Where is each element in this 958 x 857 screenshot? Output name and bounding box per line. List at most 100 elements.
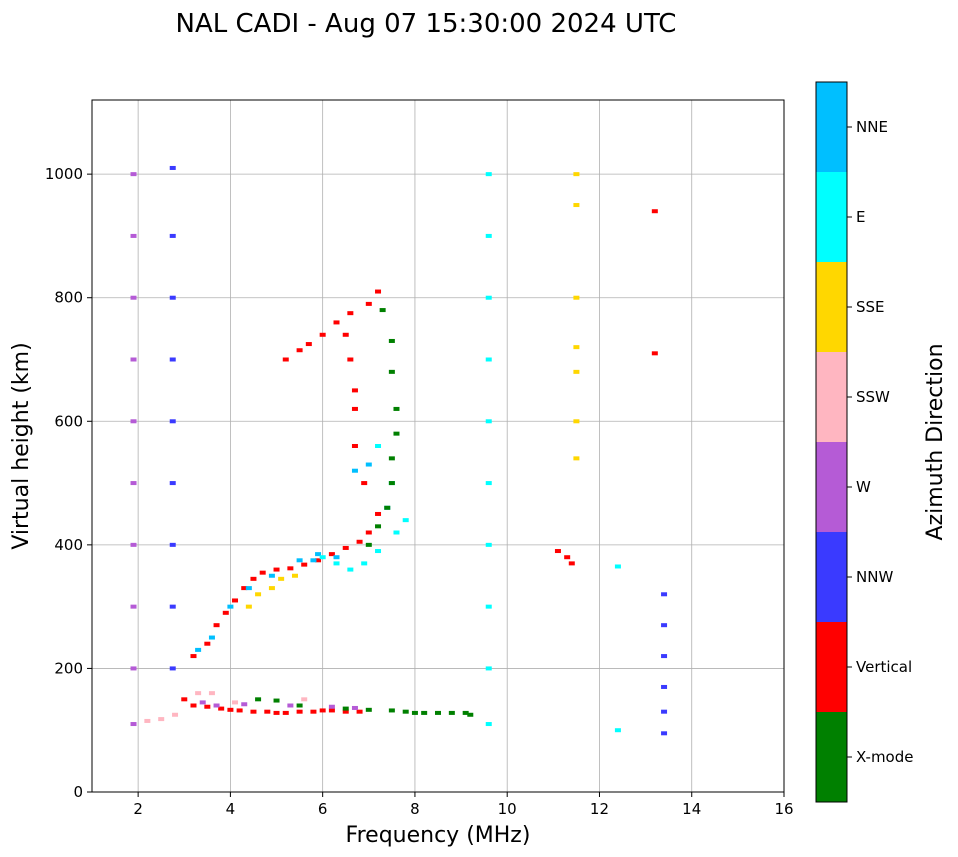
colorbar-segment	[816, 622, 847, 712]
data-point	[169, 666, 176, 671]
series-0	[181, 697, 363, 715]
data-point	[296, 558, 303, 563]
data-point	[315, 552, 322, 557]
data-point	[375, 549, 382, 554]
data-point	[351, 444, 358, 448]
data-point	[310, 709, 317, 714]
data-point	[232, 598, 239, 603]
series-8	[365, 308, 400, 547]
data-point	[351, 468, 358, 473]
data-point	[208, 635, 215, 640]
data-point	[296, 348, 303, 353]
data-point	[319, 708, 326, 713]
data-point	[351, 406, 358, 411]
x-tick-label: 10	[498, 800, 517, 818]
x-tick-label: 4	[226, 800, 236, 818]
colorbar-label: Azimuth Direction	[923, 343, 948, 540]
data-point	[485, 481, 492, 486]
data-point	[375, 444, 382, 448]
data-point	[181, 697, 188, 702]
data-point	[564, 555, 571, 560]
chart-title: NAL CADI - Aug 07 15:30:00 2024 UTC	[176, 9, 677, 39]
data-point	[144, 718, 151, 723]
data-point	[227, 604, 234, 609]
data-point	[250, 576, 257, 581]
data-point	[273, 710, 280, 715]
data-point	[573, 203, 580, 208]
x-axis-ticks: 2 4 6 8 10 12 14 16	[133, 792, 794, 818]
data-point	[375, 524, 382, 529]
data-point	[333, 320, 340, 325]
data-point	[393, 406, 400, 411]
data-point	[568, 561, 575, 566]
data-point	[305, 342, 312, 347]
data-point	[190, 703, 197, 708]
data-points	[130, 165, 668, 736]
series-12	[130, 172, 137, 727]
data-point	[310, 558, 317, 563]
colorbar-frame	[815, 81, 848, 803]
data-point	[130, 419, 137, 424]
data-point	[573, 419, 580, 424]
data-point	[365, 542, 372, 547]
y-tick-label: 400	[54, 536, 83, 554]
data-point	[268, 586, 275, 591]
data-point	[375, 289, 382, 294]
data-point	[333, 561, 340, 566]
series-13	[573, 172, 580, 461]
y-tick-label: 800	[54, 289, 83, 307]
data-point	[365, 301, 372, 306]
data-point	[379, 308, 386, 313]
series-5	[195, 462, 391, 652]
x-tick-label: 14	[682, 800, 701, 818]
data-point	[388, 338, 395, 343]
data-point	[296, 709, 303, 714]
data-point	[485, 172, 492, 177]
data-point	[291, 573, 298, 578]
x-tick-label: 6	[318, 800, 328, 818]
data-point	[573, 456, 580, 461]
data-point	[361, 481, 368, 486]
x-tick-label: 8	[410, 800, 420, 818]
data-point	[342, 545, 349, 550]
data-point	[356, 539, 363, 544]
colorbar-segment	[816, 82, 847, 172]
data-point	[130, 481, 137, 486]
data-point	[388, 481, 395, 486]
data-point	[333, 555, 340, 560]
data-point	[169, 295, 176, 300]
data-point	[485, 666, 492, 671]
data-point	[661, 654, 668, 659]
y-tick-label: 1000	[45, 165, 83, 183]
data-point	[158, 717, 165, 722]
data-point	[204, 704, 211, 709]
data-point	[328, 708, 335, 713]
data-point	[190, 654, 197, 659]
data-point	[485, 295, 492, 300]
x-tick-label: 12	[590, 800, 609, 818]
data-point	[222, 610, 229, 615]
data-point	[169, 419, 176, 424]
data-point	[462, 710, 469, 715]
colorbar-segment	[816, 712, 847, 802]
grid-lines	[92, 100, 785, 793]
data-point	[241, 586, 248, 591]
y-tick-label: 600	[54, 412, 83, 430]
colorbar-tick-label: Vertical	[856, 658, 912, 676]
data-point	[199, 700, 206, 705]
data-point	[402, 709, 409, 714]
data-point	[351, 388, 358, 393]
data-point	[365, 707, 372, 712]
colorbar-tick-label: E	[856, 208, 865, 226]
series-4	[190, 332, 382, 659]
data-point	[227, 707, 234, 712]
data-point	[328, 704, 335, 709]
series-16	[554, 549, 575, 566]
data-point	[195, 691, 202, 696]
data-point	[411, 710, 418, 715]
data-point	[388, 456, 395, 461]
data-point	[661, 709, 668, 714]
data-point	[356, 709, 363, 714]
data-point	[169, 233, 176, 238]
